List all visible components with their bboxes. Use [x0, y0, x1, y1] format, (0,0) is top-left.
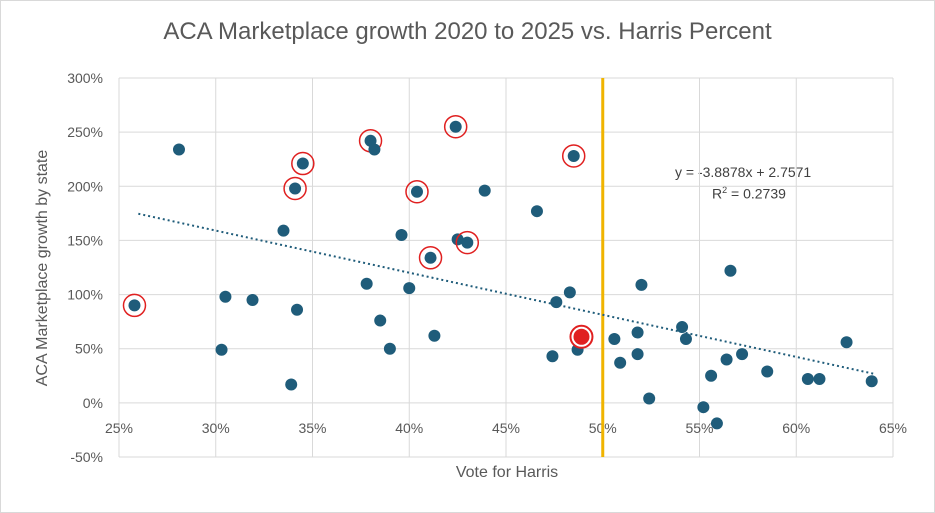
data-point — [289, 182, 302, 195]
data-point — [679, 332, 692, 345]
data-point — [277, 224, 290, 237]
x-tick-label: 55% — [685, 420, 713, 436]
data-point — [172, 143, 185, 156]
data-point — [676, 321, 689, 334]
data-point — [635, 278, 648, 291]
point-highlight-circle — [418, 246, 443, 270]
data-point — [761, 365, 774, 378]
data-point — [215, 343, 228, 356]
data-point — [550, 296, 563, 309]
data-point — [631, 326, 644, 339]
data-point — [840, 336, 853, 349]
data-point — [383, 342, 396, 355]
data-point — [219, 290, 232, 303]
y-tick-label: 200% — [67, 178, 103, 194]
y-tick-label: 250% — [67, 124, 103, 140]
data-point — [461, 236, 474, 249]
y-tick-label: 300% — [67, 70, 103, 86]
data-point — [374, 314, 387, 327]
x-tick-label: 35% — [298, 420, 326, 436]
data-point — [546, 350, 559, 363]
y-tick-label: 150% — [67, 232, 103, 248]
point-highlight-circle — [455, 230, 480, 255]
data-point — [449, 120, 462, 133]
highlighted-point — [573, 328, 590, 345]
data-point — [291, 303, 304, 316]
data-point — [567, 149, 580, 162]
point-highlight-circle — [291, 151, 315, 176]
data-point — [724, 264, 737, 277]
y-tick-label: -50% — [70, 449, 103, 465]
data-point — [705, 369, 718, 382]
data-point — [428, 329, 441, 342]
data-point — [360, 277, 373, 290]
point-highlight-circle — [283, 176, 307, 201]
data-point — [296, 157, 309, 170]
data-point — [246, 293, 259, 306]
data-point — [697, 401, 710, 414]
r2-prefix: R — [712, 185, 723, 202]
chart-title: ACA Marketplace growth 2020 to 2025 vs. … — [163, 18, 772, 45]
trendline-equation: y = -3.8878x + 2.7571 — [675, 164, 812, 180]
y-tick-label: 0% — [83, 395, 103, 411]
point-highlight-circle — [443, 114, 468, 139]
data-point — [865, 375, 878, 388]
data-point — [478, 184, 491, 197]
x-tick-label: 30% — [202, 420, 230, 436]
data-point — [410, 185, 423, 198]
x-tick-label: 25% — [105, 420, 133, 436]
data-point — [614, 356, 627, 369]
y-tick-label: 100% — [67, 287, 103, 303]
x-tick-label: 65% — [879, 420, 907, 436]
data-point — [128, 299, 141, 312]
trendline — [138, 212, 874, 375]
data-point — [813, 373, 826, 386]
x-axis-label: Vote for Harris — [455, 464, 559, 481]
data-point — [720, 353, 733, 366]
r2-suffix: = 0.2739 — [727, 185, 786, 202]
trendline-r2: R2 = 0.2739 — [712, 185, 786, 202]
point-highlight-circle — [405, 179, 429, 204]
data-point — [736, 348, 749, 361]
data-point — [403, 282, 416, 295]
data-point — [424, 251, 437, 264]
data-point — [368, 143, 381, 156]
x-tick-label: 45% — [492, 420, 520, 436]
data-point — [631, 348, 644, 361]
data-point — [530, 205, 543, 218]
x-tick-label: 60% — [782, 420, 810, 436]
data-point — [710, 417, 723, 430]
data-point — [395, 229, 408, 242]
data-point — [563, 286, 576, 299]
data-point — [285, 378, 298, 391]
point-highlight-circle — [561, 144, 586, 168]
data-point — [608, 332, 621, 345]
data-point — [451, 233, 464, 246]
point-highlight-circle — [122, 293, 147, 318]
y-tick-label: 50% — [75, 341, 103, 357]
data-point — [643, 392, 656, 405]
data-point — [801, 373, 814, 386]
x-tick-label: 40% — [395, 420, 423, 436]
